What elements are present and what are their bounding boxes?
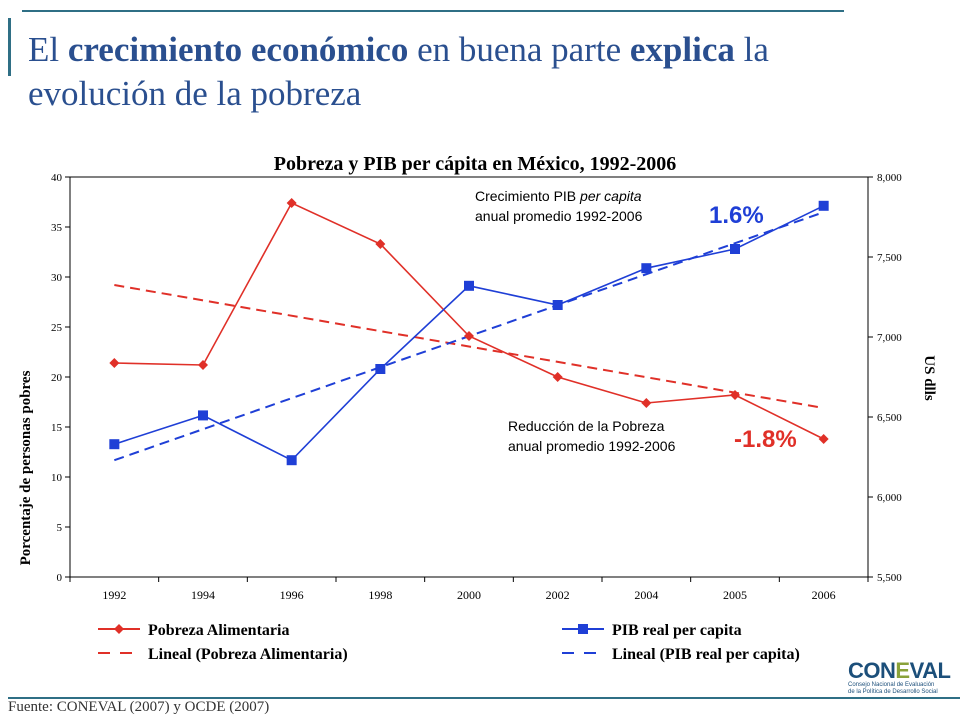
x-tick-label: 1994 <box>191 588 215 602</box>
x-tick-label: 1998 <box>368 588 392 602</box>
pib-point <box>818 200 829 211</box>
y-tick-label: 15 <box>51 422 63 434</box>
pib-point <box>286 455 297 466</box>
pib-point <box>552 300 563 310</box>
legend-label: Pobreza Alimentaria <box>148 622 289 639</box>
x-tick-label: 2004 <box>634 588 658 602</box>
annotation-text: Reducción de la Pobreza <box>508 418 665 434</box>
slide-title: El crecimiento económico en buena parte … <box>28 30 769 113</box>
legend-label: Lineal (Pobreza Alimentaria) <box>148 646 348 663</box>
annotation-text: anual promedio 1992-2006 <box>508 438 676 454</box>
y-tick-label: 0 <box>57 572 63 584</box>
annotation-value: -1.8% <box>734 426 797 453</box>
y-tick-label: 40 <box>51 172 63 184</box>
legend-marker <box>578 624 588 634</box>
pobreza-point <box>198 360 208 370</box>
bottom-rule <box>8 697 960 699</box>
pib-point <box>730 244 740 254</box>
y2-tick-label: 8,000 <box>877 172 902 184</box>
y-tick-label: 5 <box>57 522 63 534</box>
axes: 0 5 10 15 20 25 30 35 40 5,500 6,000 6,500 7,000 7,50… <box>51 172 902 602</box>
annotation-value: 1.6% <box>709 202 764 229</box>
y2-tick-label: 6,500 <box>877 412 902 424</box>
y-tick-label: 10 <box>51 472 63 484</box>
series-line <box>114 201 825 440</box>
source-note: Fuente: CONEVAL (2007) y OCDE (2007) <box>8 699 270 715</box>
legend-label: PIB real per capita <box>612 622 742 639</box>
y2-tick-label: 5,500 <box>877 572 902 584</box>
y2-tick-label: 7,000 <box>877 332 902 344</box>
x-tick-label: 2002 <box>546 588 570 602</box>
y2-tick-label: 7,500 <box>877 252 902 264</box>
x-tick-label: 2006 <box>812 588 836 602</box>
top-rule <box>22 10 844 12</box>
pobreza-point <box>552 372 563 382</box>
y-tick-label: 35 <box>51 222 63 234</box>
pib-point <box>198 410 208 421</box>
left-accent-bar <box>8 18 11 76</box>
legend: Pobreza Alimentaria PIB real per capita Li… <box>98 622 800 663</box>
chart-title: Pobreza y PIB per cápita en México, 1992… <box>274 153 677 175</box>
pobreza-point <box>464 331 474 341</box>
trendline <box>114 284 824 409</box>
poverty-gdp-chart: Pobreza y PIB per cápita en México, 1992… <box>18 153 937 663</box>
pib-point <box>109 439 120 450</box>
y-tick-label: 25 <box>51 322 63 334</box>
y-tick-label: 20 <box>51 372 63 384</box>
y-axis-label: Porcentaje de personas pobres <box>18 370 34 565</box>
x-tick-label: 1992 <box>102 588 126 602</box>
y2-tick-label: 6,000 <box>877 492 902 504</box>
y2-axis-label: US dlls <box>921 355 937 401</box>
x-tick-label: 2000 <box>457 588 481 602</box>
pib-point <box>464 280 474 291</box>
x-tick-label: 2005 <box>723 588 747 602</box>
pobreza-point <box>286 198 297 208</box>
pobreza-point <box>818 434 829 444</box>
annotations: Crecimiento PIB per capita anual promedio… <box>475 188 797 454</box>
pobreza-point <box>641 398 652 408</box>
legend-marker <box>114 624 124 634</box>
x-tick-label: 1996 <box>280 588 304 602</box>
annotation-text: anual promedio 1992-2006 <box>475 208 643 224</box>
pib-point <box>375 364 386 374</box>
plot-frame <box>69 176 869 578</box>
annotation-text: Crecimiento PIB per capita <box>475 188 642 204</box>
pobreza-point <box>375 239 386 249</box>
pib-point <box>641 263 652 274</box>
pobreza-point <box>730 390 740 400</box>
pobreza-point <box>109 358 120 368</box>
y-tick-label: 30 <box>51 272 63 284</box>
series-markers <box>109 198 829 466</box>
coneval-logo: CONEVAL Consejo Nacional de Evaluación d… <box>848 658 951 696</box>
legend-label: Lineal (PIB real per capita) <box>612 646 800 663</box>
